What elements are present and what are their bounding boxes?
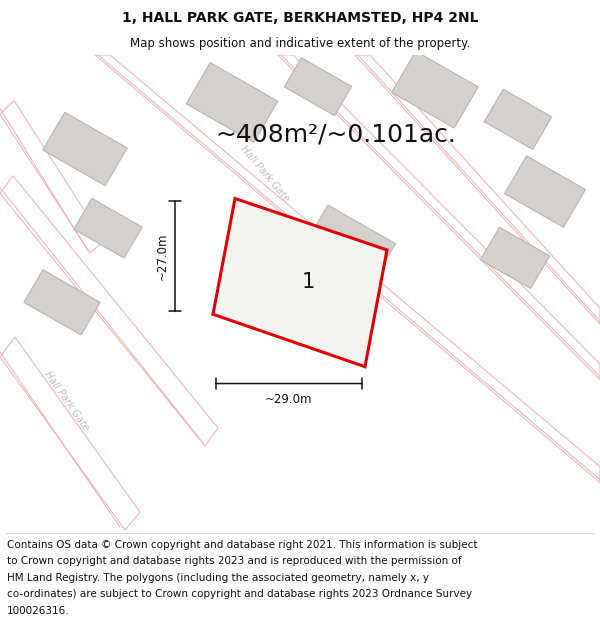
Text: Hall Park Gate: Hall Park Gate xyxy=(42,370,91,433)
Polygon shape xyxy=(392,51,478,128)
Text: 1, HALL PARK GATE, BERKHAMSTED, HP4 2NL: 1, HALL PARK GATE, BERKHAMSTED, HP4 2NL xyxy=(122,11,478,25)
Polygon shape xyxy=(213,199,387,367)
Text: ~27.0m: ~27.0m xyxy=(156,232,169,280)
Polygon shape xyxy=(0,337,140,530)
Polygon shape xyxy=(278,55,600,379)
Text: ~29.0m: ~29.0m xyxy=(265,394,313,406)
Text: ~408m²/~0.101ac.: ~408m²/~0.101ac. xyxy=(215,122,456,146)
Polygon shape xyxy=(95,55,600,483)
Polygon shape xyxy=(43,112,127,186)
Text: 1: 1 xyxy=(301,272,314,292)
Text: co-ordinates) are subject to Crown copyright and database rights 2023 Ordnance S: co-ordinates) are subject to Crown copyr… xyxy=(7,589,472,599)
Polygon shape xyxy=(74,198,142,258)
Text: to Crown copyright and database rights 2023 and is reproduced with the permissio: to Crown copyright and database rights 2… xyxy=(7,556,462,566)
Text: HM Land Registry. The polygons (including the associated geometry, namely x, y: HM Land Registry. The polygons (includin… xyxy=(7,572,429,582)
Text: 100026316.: 100026316. xyxy=(7,606,70,616)
Polygon shape xyxy=(284,58,352,116)
Polygon shape xyxy=(505,156,586,228)
Text: Hall Park Gate: Hall Park Gate xyxy=(238,144,290,204)
Polygon shape xyxy=(481,228,550,289)
Polygon shape xyxy=(355,55,600,324)
Polygon shape xyxy=(186,62,278,142)
Text: Map shows position and indicative extent of the property.: Map shows position and indicative extent… xyxy=(130,38,470,51)
Text: Contains OS data © Crown copyright and database right 2021. This information is : Contains OS data © Crown copyright and d… xyxy=(7,539,478,549)
Polygon shape xyxy=(24,270,100,335)
Polygon shape xyxy=(301,205,395,291)
Polygon shape xyxy=(0,101,104,253)
Polygon shape xyxy=(484,89,552,149)
Polygon shape xyxy=(0,176,218,446)
